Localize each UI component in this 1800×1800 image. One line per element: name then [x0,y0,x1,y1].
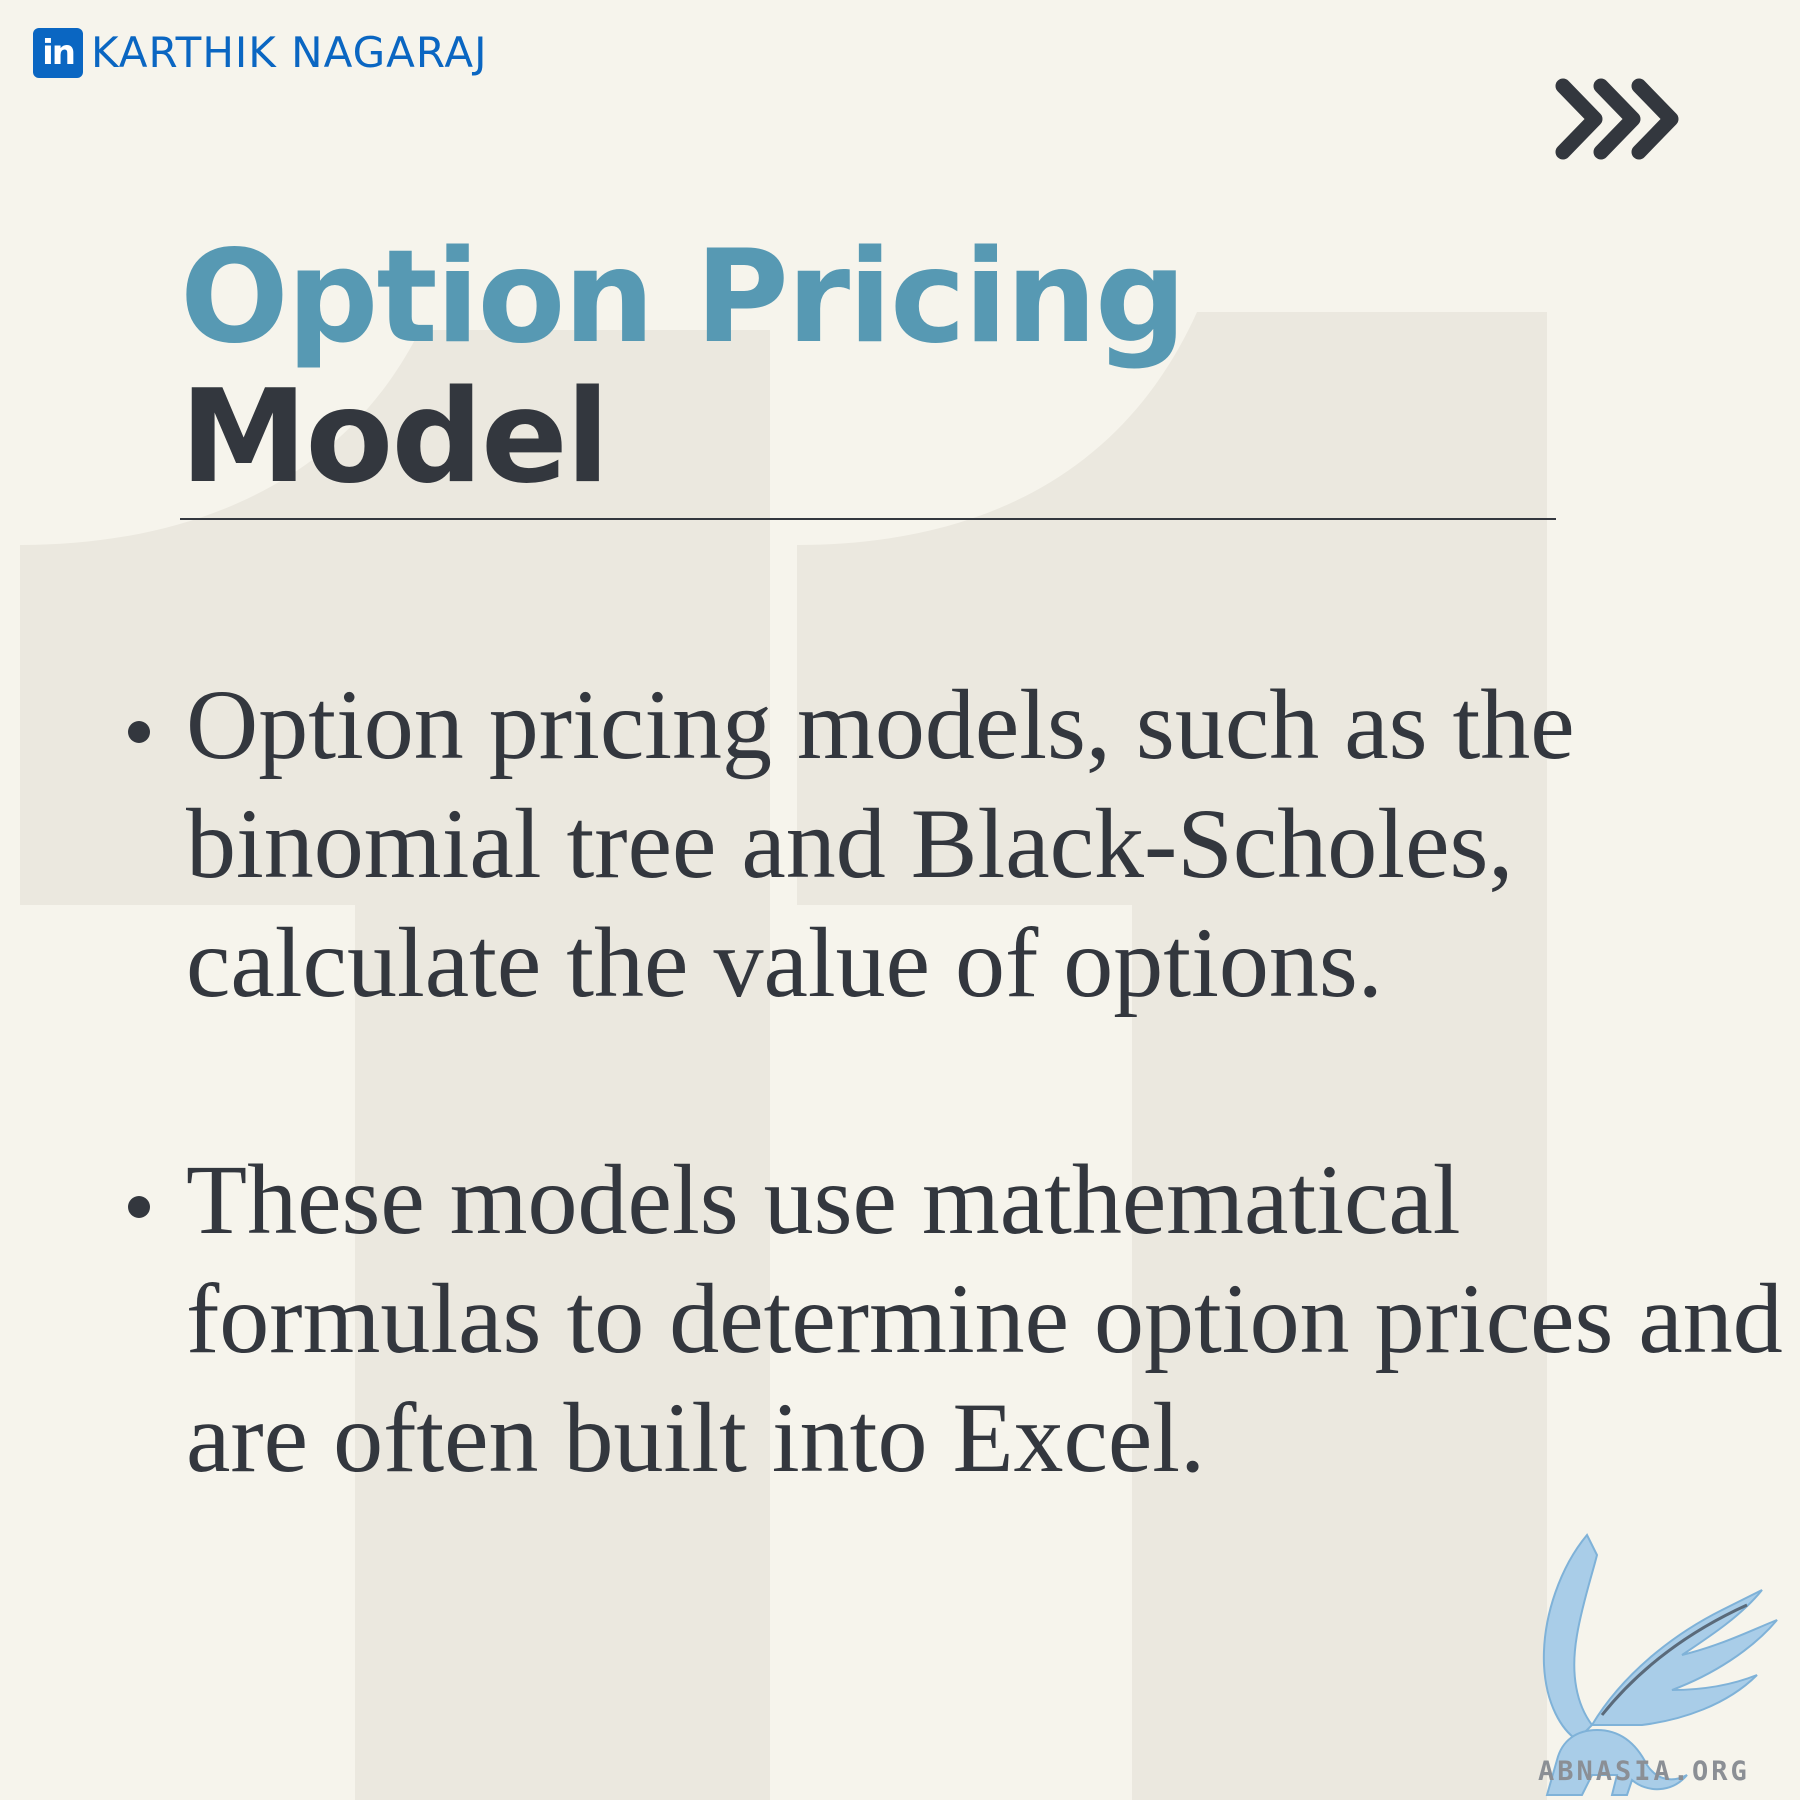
bullet-text: These models use mathematical formulas t… [186,1144,1783,1493]
author-header: in KARTHIK NAGARAJ [33,28,487,78]
title-dark-line: Model [180,363,610,512]
bullet-dot-icon [128,721,150,743]
bullet-item: These models use mathematical formulas t… [110,1140,1790,1497]
linkedin-icon[interactable]: in [33,28,83,78]
bullet-item: Option pricing models, such as the binom… [110,665,1790,1022]
griffin-logo [1542,1533,1778,1796]
title-divider [180,518,1556,520]
bullet-list: Option pricing models, such as the binom… [110,665,1790,1615]
title-accent-line: Option Pricing [180,223,1186,372]
bullet-dot-icon [128,1196,150,1218]
triple-chevron-right-icon[interactable] [1553,76,1685,162]
page-title: Option Pricing Model [180,223,1186,512]
watermark-text: ABNASIA.ORG [1538,1756,1750,1787]
author-name[interactable]: KARTHIK NAGARAJ [91,28,488,77]
bullet-text: Option pricing models, such as the binom… [186,669,1575,1018]
